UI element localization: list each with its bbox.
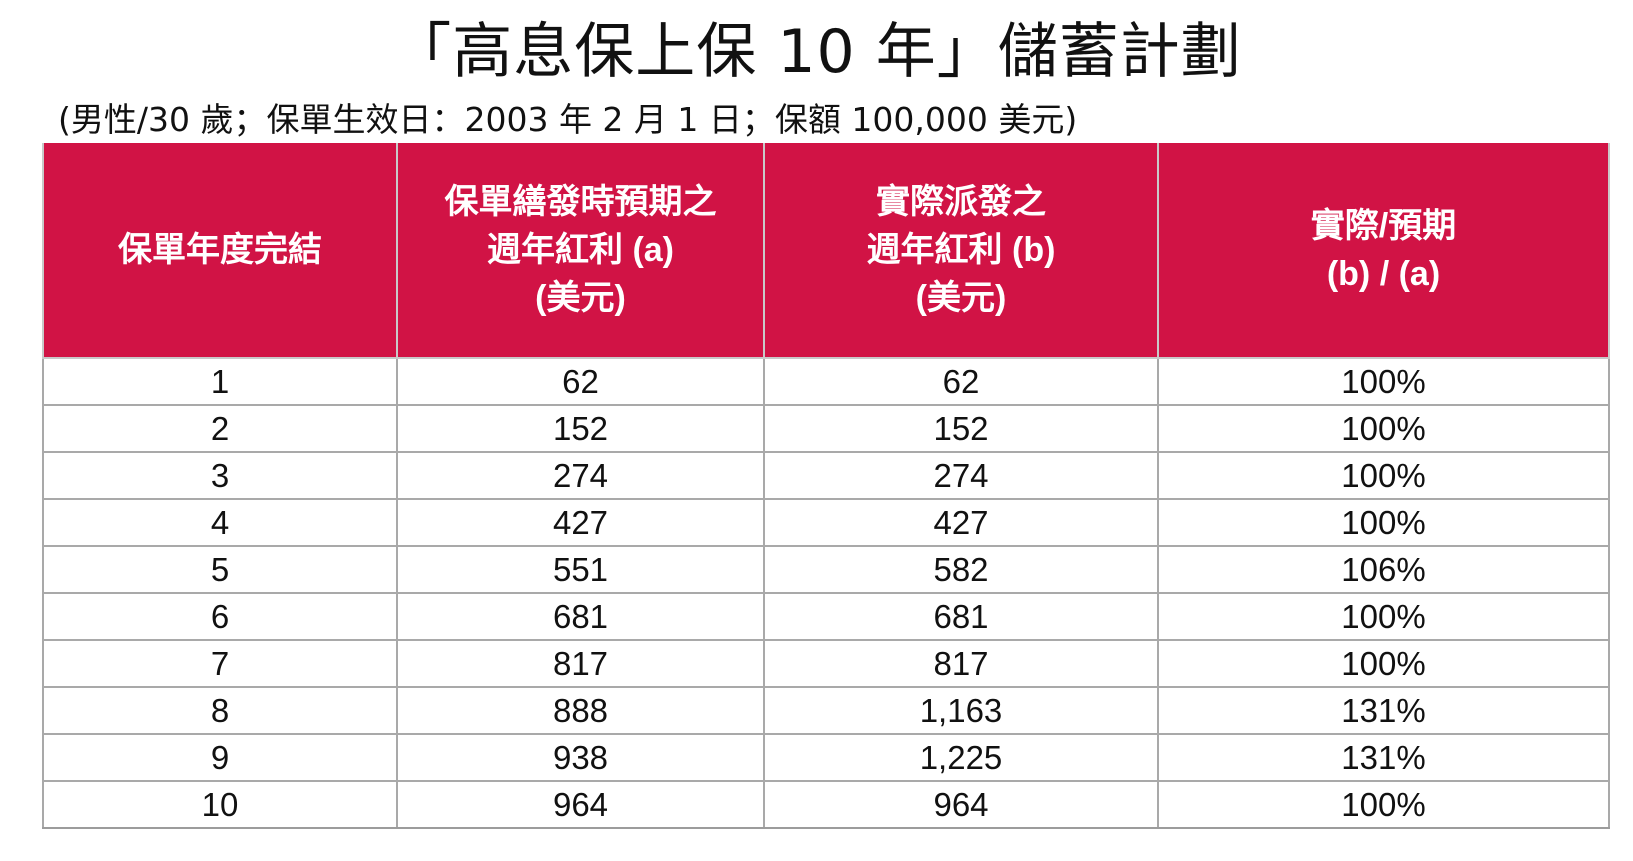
cell-policy-year: 7	[42, 639, 398, 688]
table-row: 9 938 1,225 131%	[42, 733, 1610, 782]
cell-ratio: 100%	[1157, 498, 1610, 547]
cell-policy-year: 9	[42, 733, 398, 782]
header-line: (美元)	[535, 279, 626, 317]
header-line: 保單年度完結	[118, 231, 322, 269]
table-row: 8 888 1,163 131%	[42, 686, 1610, 735]
page-title: 「高息保上保 10 年」儲蓄計劃	[391, 17, 1242, 87]
cell-expected-dividend: 62	[396, 357, 765, 406]
cell-actual-dividend: 817	[763, 639, 1159, 688]
cell-expected-dividend: 551	[396, 545, 765, 594]
cell-expected-dividend: 964	[396, 780, 765, 829]
table-row: 3 274 274 100%	[42, 451, 1610, 500]
cell-policy-year: 2	[42, 404, 398, 453]
table-row: 7 817 817 100%	[42, 639, 1610, 688]
cell-policy-year: 4	[42, 498, 398, 547]
cell-policy-year: 1	[42, 357, 398, 406]
table-body: 1 62 62 100% 2 152 152 100% 3 274 274 10…	[42, 357, 1610, 829]
cell-actual-dividend: 681	[763, 592, 1159, 641]
cell-ratio: 100%	[1157, 451, 1610, 500]
cell-actual-dividend: 1,163	[763, 686, 1159, 735]
page-subtitle: (男性/30 歲；保單生效日：2003 年 2 月 1 日；保額 100,000…	[58, 100, 1078, 139]
cell-actual-dividend: 274	[763, 451, 1159, 500]
header-line: (b) / (a)	[1326, 255, 1441, 293]
header-line: 實際/預期	[1310, 207, 1457, 245]
cell-policy-year: 3	[42, 451, 398, 500]
cell-actual-dividend: 1,225	[763, 733, 1159, 782]
header-actual-vs-expected: 實際/預期 (b) / (a)	[1157, 143, 1610, 359]
cell-ratio: 100%	[1157, 639, 1610, 688]
header-actual-dividend: 實際派發之 週年紅利 (b) (美元)	[763, 143, 1159, 359]
table-row: 5 551 582 106%	[42, 545, 1610, 594]
table-row: 4 427 427 100%	[42, 498, 1610, 547]
cell-expected-dividend: 817	[396, 639, 765, 688]
header-policy-year-end: 保單年度完結	[42, 143, 398, 359]
cell-expected-dividend: 888	[396, 686, 765, 735]
header-line: 保單繕發時預期之	[444, 183, 717, 221]
dividend-table-container: 保單年度完結 保單繕發時預期之 週年紅利 (a) (美元) 實際派發之 週年紅利…	[42, 143, 1610, 829]
cell-actual-dividend: 62	[763, 357, 1159, 406]
cell-policy-year: 8	[42, 686, 398, 735]
table-row: 2 152 152 100%	[42, 404, 1610, 453]
cell-ratio: 131%	[1157, 733, 1610, 782]
cell-ratio: 100%	[1157, 592, 1610, 641]
header-row: 保單年度完結 保單繕發時預期之 週年紅利 (a) (美元) 實際派發之 週年紅利…	[42, 143, 1610, 359]
cell-expected-dividend: 427	[396, 498, 765, 547]
cell-expected-dividend: 274	[396, 451, 765, 500]
cell-ratio: 100%	[1157, 780, 1610, 829]
header-expected-dividend: 保單繕發時預期之 週年紅利 (a) (美元)	[396, 143, 765, 359]
cell-expected-dividend: 152	[396, 404, 765, 453]
cell-actual-dividend: 152	[763, 404, 1159, 453]
cell-actual-dividend: 582	[763, 545, 1159, 594]
cell-policy-year: 10	[42, 780, 398, 829]
header-line: (美元)	[915, 279, 1007, 317]
cell-policy-year: 6	[42, 592, 398, 641]
header-line: 實際派發之	[876, 183, 1046, 221]
cell-ratio: 100%	[1157, 404, 1610, 453]
table-row: 10 964 964 100%	[42, 780, 1610, 829]
header-line: 週年紅利 (a)	[487, 231, 674, 269]
cell-ratio: 100%	[1157, 357, 1610, 406]
cell-expected-dividend: 938	[396, 733, 765, 782]
cell-expected-dividend: 681	[396, 592, 765, 641]
cell-actual-dividend: 427	[763, 498, 1159, 547]
cell-ratio: 131%	[1157, 686, 1610, 735]
header-line: 週年紅利 (b)	[866, 231, 1056, 269]
cell-actual-dividend: 964	[763, 780, 1159, 829]
cell-policy-year: 5	[42, 545, 398, 594]
cell-ratio: 106%	[1157, 545, 1610, 594]
table-row: 1 62 62 100%	[42, 357, 1610, 406]
table-header: 保單年度完結 保單繕發時預期之 週年紅利 (a) (美元) 實際派發之 週年紅利…	[42, 143, 1610, 359]
dividend-table: 保單年度完結 保單繕發時預期之 週年紅利 (a) (美元) 實際派發之 週年紅利…	[42, 143, 1610, 829]
table-row: 6 681 681 100%	[42, 592, 1610, 641]
